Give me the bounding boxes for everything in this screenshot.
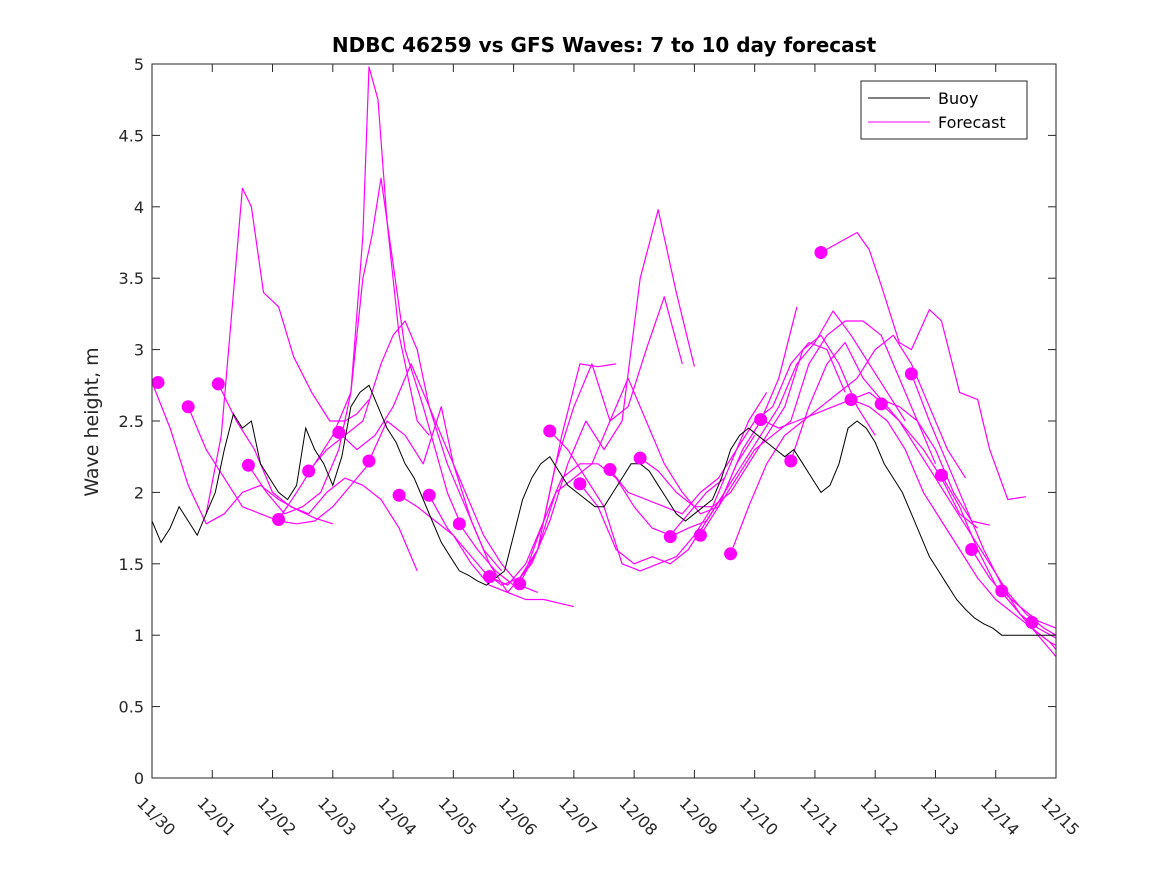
y-tick-label-5: 2.5 — [119, 412, 144, 431]
forecast-marker-1 — [151, 375, 165, 389]
forecast-line-18 — [639, 334, 876, 508]
forecast-marker-12 — [482, 570, 496, 584]
forecast-markers — [151, 245, 1039, 629]
legend-buoy-label: Buoy — [938, 89, 978, 108]
forecast-line-11 — [428, 296, 683, 586]
y-tick-label-7: 3.5 — [119, 269, 144, 288]
forecast-line-8 — [338, 363, 538, 593]
forecast-line-3 — [205, 187, 370, 514]
forecast-marker-7 — [332, 425, 346, 439]
chart-title: NDBC 46259 vs GFS Waves: 7 to 10 day for… — [332, 33, 877, 57]
forecast-line-24 — [820, 231, 1026, 501]
forecast-marker-24 — [844, 393, 858, 407]
forecast-marker-2 — [181, 400, 195, 414]
legend: Buoy Forecast — [860, 80, 1028, 140]
y-tick-label-10: 5 — [134, 55, 144, 74]
forecast-marker-20 — [724, 547, 738, 561]
plot-area — [152, 64, 1056, 778]
y-tick-label-4: 2 — [134, 483, 144, 502]
y-axis-label: Wave height, m — [81, 347, 103, 496]
forecast-line-19 — [670, 310, 906, 538]
y-tick-label-8: 4 — [134, 198, 144, 217]
forecast-line-4 — [217, 383, 418, 572]
forecast-marker-5 — [272, 513, 286, 527]
forecast-line-17 — [609, 341, 846, 515]
forecast-marker-14 — [543, 424, 557, 438]
forecast-marker-16 — [603, 463, 617, 477]
forecast-marker-22 — [784, 454, 798, 468]
forecast-line-6 — [278, 177, 460, 522]
forecast-marker-9 — [392, 488, 406, 502]
forecast-line-12 — [458, 209, 695, 586]
legend-box — [860, 80, 1028, 140]
forecast-marker-10 — [422, 488, 436, 502]
forecast-marker-26 — [904, 367, 918, 381]
forecast-marker-8 — [362, 454, 376, 468]
forecast-marker-23 — [814, 245, 828, 259]
forecast-marker-13 — [513, 577, 527, 591]
forecast-line-15 — [549, 392, 768, 572]
buoy-line — [151, 384, 1056, 636]
forecast-marker-3 — [211, 377, 225, 391]
forecast-marker-25 — [874, 397, 888, 411]
forecast-line-10 — [398, 363, 617, 594]
forecast-line-7 — [308, 320, 502, 572]
forecast-marker-18 — [663, 530, 677, 544]
y-tick-label-3: 1.5 — [119, 555, 144, 574]
forecast-line-1 — [151, 382, 333, 525]
forecast-line-14 — [519, 377, 756, 585]
forecast-line-5 — [247, 66, 430, 515]
forecast-line-23 — [790, 341, 990, 526]
forecast-marker-11 — [452, 517, 466, 531]
forecast-marker-30 — [1025, 615, 1039, 629]
forecast-line-21 — [730, 334, 967, 555]
forecast-marker-4 — [241, 458, 255, 472]
forecast-line-9 — [368, 406, 575, 608]
y-tick-label-2: 1 — [134, 626, 144, 645]
forecast-marker-29 — [995, 584, 1009, 598]
legend-forecast-label: Forecast — [938, 113, 1006, 132]
y-tick-label-6: 3 — [134, 341, 144, 360]
forecast-line-30 — [1001, 590, 1057, 629]
forecast-marker-15 — [573, 477, 587, 491]
forecast-marker-6 — [302, 464, 316, 478]
y-tick-label-9: 4.5 — [119, 126, 144, 145]
forecast-marker-19 — [693, 528, 707, 542]
forecast-line-29 — [971, 549, 1057, 657]
y-axis-ticks: 0 0.5 1 1.5 2 2.5 3 3.5 4 4.5 5 — [119, 55, 1056, 788]
y-tick-label-0: 0 — [134, 769, 144, 788]
y-tick-label-1: 0.5 — [119, 698, 144, 717]
forecast-line-20 — [699, 320, 937, 536]
forecast-marker-28 — [965, 543, 979, 557]
forecast-marker-17 — [633, 451, 647, 465]
forecast-marker-21 — [754, 413, 768, 427]
forecast-marker-27 — [934, 468, 948, 482]
